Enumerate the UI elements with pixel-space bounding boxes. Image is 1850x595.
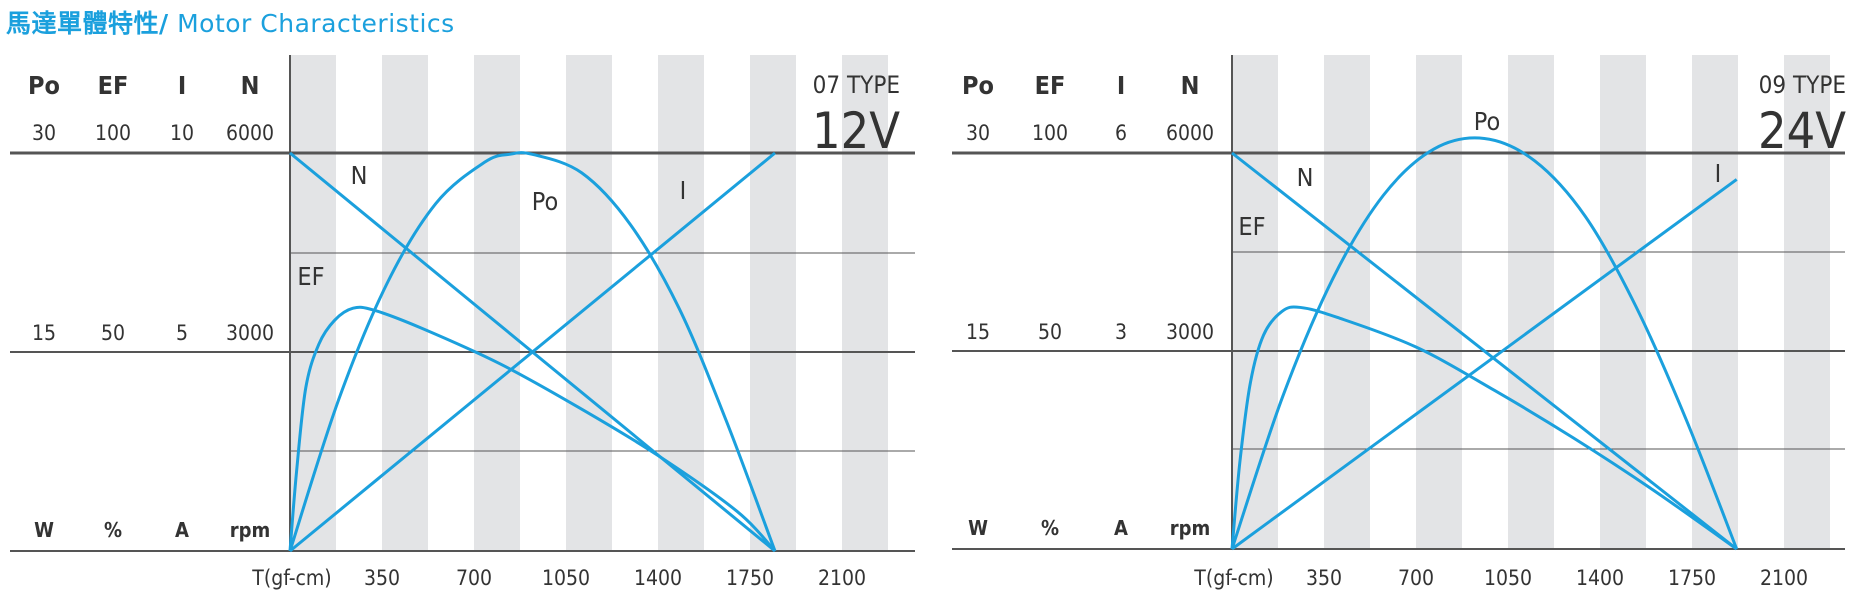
top-value-i: 10 [170,121,194,145]
curve-label-ef: EF [297,262,324,291]
unit-label-n: rpm [230,518,271,542]
curve-label-n: N [1297,163,1314,192]
x-tick-label: 2100 [1760,566,1808,590]
x-axis-label: T(gf-cm) [1193,566,1273,590]
mid-value-ef: 50 [101,321,125,345]
unit-label-po: W [968,516,988,540]
column-header-ef: EF [1035,71,1066,100]
page-title: 馬達單體特性/ Motor Characteristics [6,4,455,40]
grid-band [1600,55,1646,549]
x-tick-label: 1050 [1484,566,1532,590]
series-ef-curve [288,305,777,553]
curve-label-po: Po [532,187,558,216]
mid-value-n: 3000 [1166,320,1214,344]
column-header-po: Po [28,71,60,100]
unit-label-ef: % [104,518,122,542]
mid-value-n: 3000 [226,321,274,345]
curve-label-i: I [1715,159,1722,188]
grid-band [1784,55,1830,549]
type-label: 07 TYPE [813,71,900,99]
mid-value-i: 5 [176,321,188,345]
top-value-ef: 100 [95,121,131,145]
series-n-curve [1231,151,1738,551]
unit-label-n: rpm [1170,516,1211,540]
grid-band [750,55,796,551]
x-tick-label: 1400 [1576,566,1624,590]
mid-value-po: 15 [32,321,56,345]
curve-label-ef: EF [1238,212,1265,241]
grid-band [474,55,520,551]
voltage-label: 12V [812,102,900,160]
top-value-i: 6 [1115,121,1127,145]
grid-band [382,55,428,551]
top-value-n: 6000 [1166,121,1214,145]
grid-band [1324,55,1370,549]
page-title-en: Motor Characteristics [168,9,455,38]
type-label: 09 TYPE [1759,71,1846,99]
mid-value-i: 3 [1115,320,1127,344]
unit-label-i: A [175,518,189,542]
series-po-curve [1230,136,1739,550]
column-header-i: I [178,71,186,100]
x-tick-label: 700 [1398,566,1434,590]
x-tick-label: 700 [456,566,492,590]
x-tick-label: 350 [364,566,400,590]
x-tick-label: 350 [1306,566,1342,590]
top-value-po: 30 [32,121,56,145]
series-po-curve [288,151,777,552]
x-tick-label: 1050 [542,566,590,590]
column-header-ef: EF [98,71,129,100]
unit-label-po: W [34,518,54,542]
curve-label-n: N [351,161,368,190]
x-axis-label: T(gf-cm) [251,566,331,590]
column-header-po: Po [962,71,994,100]
column-header-i: I [1117,71,1125,100]
series-i-curve [1231,178,1738,551]
unit-label-i: A [1114,516,1128,540]
voltage-label: 24V [1758,102,1846,160]
mid-value-po: 15 [966,320,990,344]
x-tick-label: 2100 [818,566,866,590]
grid-band [842,55,888,551]
top-value-n: 6000 [226,121,274,145]
top-value-po: 30 [966,121,990,145]
top-value-ef: 100 [1032,121,1068,145]
curve-label-po: Po [1474,107,1500,136]
column-header-n: N [1181,71,1200,100]
grid-band [1508,55,1554,549]
unit-label-ef: % [1041,516,1059,540]
page-title-zh: 馬達單體特性/ [6,9,169,38]
series-i-curve [289,151,776,553]
x-tick-label: 1750 [1668,566,1716,590]
mid-value-ef: 50 [1038,320,1062,344]
grid-band [566,55,612,551]
grid-band [1692,55,1738,549]
x-tick-label: 1750 [726,566,774,590]
curve-label-i: I [680,176,687,205]
grid-band [658,55,704,551]
x-tick-label: 1400 [634,566,682,590]
series-ef-curve [1230,305,1738,551]
column-header-n: N [241,71,260,100]
chart-bands [290,55,888,551]
